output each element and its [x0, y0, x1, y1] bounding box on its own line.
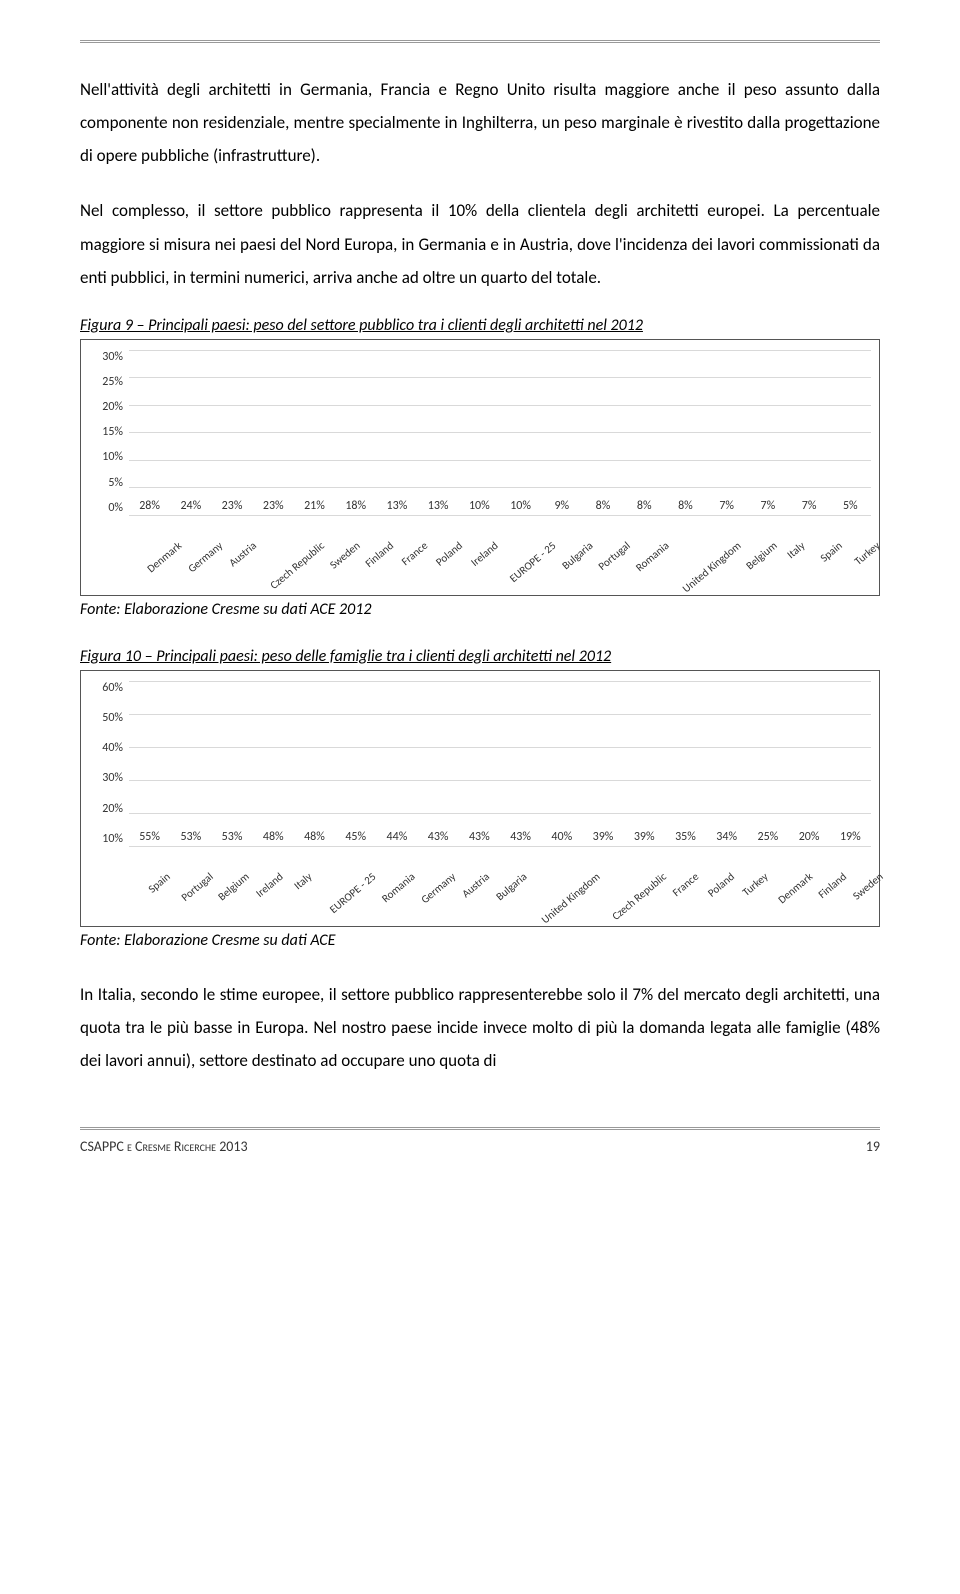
figure-9-source: Fonte: Elaborazione Cresme su dati ACE 2… — [80, 600, 880, 619]
bar-value-label: 40% — [551, 830, 572, 844]
bar-value-label: 23% — [263, 499, 284, 513]
figure-9-chart: 30% 25% 20% 15% 10% 5% 0% 28% 24% 23% 23% 21% 18% 13%… — [80, 339, 880, 596]
y-tick-label: 0% — [89, 501, 123, 515]
bar-value-label: 9% — [554, 499, 569, 513]
plot-area: 28% 24% 23% 23% 21% 18% 13% 13% 10% 10% 9% 8% 8% 8% 7%… — [129, 350, 871, 515]
y-tick-label: 10% — [89, 832, 123, 846]
y-tick-label: 30% — [89, 771, 123, 785]
bar-value-label: 20% — [799, 830, 820, 844]
y-tick-label: 50% — [89, 711, 123, 725]
figure-10-source: Fonte: Elaborazione Cresme su dati ACE — [80, 931, 880, 950]
paragraph-3: In Italia, secondo le stime europee, il … — [80, 978, 880, 1077]
y-axis: 60% 50% 40% 30% 20% 10% — [89, 681, 129, 846]
bar-value-label: 39% — [634, 830, 655, 844]
bar-value-label: 19% — [840, 830, 861, 844]
bar-value-label: 48% — [304, 830, 325, 844]
paragraph-2: Nel complesso, il settore pubblico rappr… — [80, 194, 880, 293]
figure-10-title: Figura 10 – Principali paesi: peso delle… — [80, 647, 880, 666]
y-tick-label: 25% — [89, 375, 123, 389]
y-tick-label: 10% — [89, 450, 123, 464]
grid-line — [129, 515, 871, 516]
bar-value-label: 48% — [263, 830, 284, 844]
y-tick-label: 20% — [89, 400, 123, 414]
bar-value-label: 53% — [222, 830, 243, 844]
bar-value-label: 43% — [428, 830, 449, 844]
y-tick-label: 40% — [89, 741, 123, 755]
page-footer: CSAPPC e Cresme Ricerche 2013 19 — [80, 1127, 880, 1155]
bar-value-label: 25% — [758, 830, 779, 844]
bar-value-label: 43% — [469, 830, 490, 844]
bar-value-label: 34% — [716, 830, 737, 844]
x-axis: SpainPortugalBelgiumIrelandItalyEUROPE -… — [129, 846, 871, 920]
x-tick-label: Sweden — [850, 870, 885, 903]
bar-value-label: 13% — [387, 499, 408, 513]
y-tick-label: 30% — [89, 350, 123, 364]
plot-area: 55% 53% 53% 48% 48% 45% 44% 43% 43% 43% 40% 39% 39% 3… — [129, 681, 871, 846]
y-tick-label: 15% — [89, 425, 123, 439]
bar-value-label: 10% — [510, 499, 531, 513]
bar-value-label: 7% — [719, 499, 734, 513]
y-tick-label: 5% — [89, 476, 123, 490]
page-number: 19 — [866, 1138, 880, 1155]
y-tick-label: 60% — [89, 681, 123, 695]
x-tick-label: Turkey — [852, 539, 883, 568]
bar-value-label: 10% — [469, 499, 490, 513]
y-tick-label: 20% — [89, 802, 123, 816]
bar-value-label: 18% — [345, 499, 366, 513]
footer-left: CSAPPC e Cresme Ricerche 2013 — [80, 1138, 248, 1155]
bar-value-label: 7% — [761, 499, 776, 513]
grid-line — [129, 846, 871, 847]
bar-value-label: 8% — [637, 499, 652, 513]
figure-10-chart: 60% 50% 40% 30% 20% 10% 55% 53% 53% 48% 48% 45% 44% 4… — [80, 670, 880, 927]
bar-value-label: 43% — [510, 830, 531, 844]
paragraph-1: Nell'attività degli architetti in German… — [80, 73, 880, 172]
bar-value-label: 28% — [139, 499, 160, 513]
bar-value-label: 39% — [593, 830, 614, 844]
bar-value-label: 44% — [387, 830, 408, 844]
bar-value-label: 8% — [596, 499, 611, 513]
top-rule — [80, 40, 880, 43]
bar-value-label: 7% — [802, 499, 817, 513]
figure-9-title: Figura 9 – Principali paesi: peso del se… — [80, 316, 880, 335]
bar-value-label: 35% — [675, 830, 696, 844]
bar-value-label: 5% — [843, 499, 858, 513]
bar-value-label: 24% — [180, 499, 201, 513]
bar-value-label: 21% — [304, 499, 325, 513]
bar-value-label: 13% — [428, 499, 449, 513]
x-axis: DenmarkGermanyAustriaCzech RepublicSwede… — [129, 515, 871, 589]
bar-value-label: 53% — [180, 830, 201, 844]
y-axis: 30% 25% 20% 15% 10% 5% 0% — [89, 350, 129, 515]
bar-value-label: 45% — [345, 830, 366, 844]
bar-value-label: 55% — [139, 830, 160, 844]
bar-value-label: 23% — [222, 499, 243, 513]
bar-value-label: 8% — [678, 499, 693, 513]
